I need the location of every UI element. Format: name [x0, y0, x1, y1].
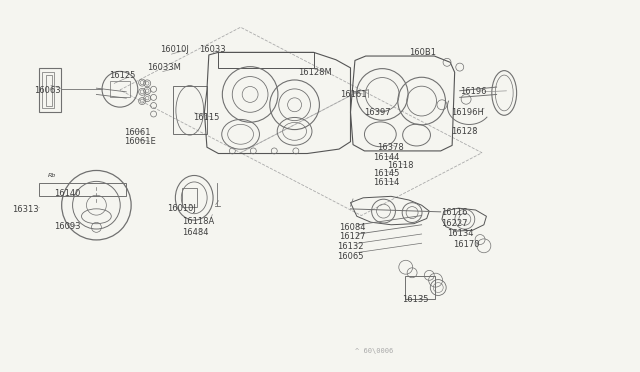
Text: 16061: 16061 [124, 128, 151, 137]
Text: 16033: 16033 [199, 45, 226, 54]
Text: 16128: 16128 [451, 127, 477, 136]
Text: ^ 60\0006: ^ 60\0006 [355, 349, 393, 355]
Text: 16127: 16127 [339, 232, 365, 241]
Text: 16196H: 16196H [451, 108, 484, 117]
Text: 16378: 16378 [377, 143, 404, 152]
Text: 16093: 16093 [54, 222, 81, 231]
Text: 16125: 16125 [109, 71, 136, 80]
Bar [406, 276, 435, 299]
Text: 16144: 16144 [372, 153, 399, 162]
Text: 160B1: 160B1 [409, 48, 436, 57]
Text: 16132: 16132 [337, 242, 364, 251]
Text: 16196: 16196 [460, 87, 486, 96]
Text: 16118A: 16118A [182, 217, 214, 225]
Text: 16128M: 16128M [298, 68, 332, 77]
Bar [39, 68, 61, 112]
Text: 16135: 16135 [403, 295, 429, 304]
Bar [173, 86, 207, 134]
Bar [110, 81, 130, 97]
Text: 16484: 16484 [182, 228, 209, 237]
Text: 16170: 16170 [453, 240, 480, 249]
Text: 16010J: 16010J [168, 203, 196, 213]
Text: 16061E: 16061E [124, 137, 156, 146]
Text: 16065: 16065 [337, 251, 364, 261]
Text: 16063: 16063 [34, 86, 61, 94]
Text: 16313: 16313 [12, 205, 38, 215]
Text: 16115: 16115 [193, 113, 220, 122]
Bar [45, 75, 52, 106]
Text: 16140: 16140 [54, 189, 81, 198]
Text: 16114: 16114 [372, 178, 399, 187]
Text: Rb: Rb [48, 173, 56, 178]
Text: 16116: 16116 [441, 208, 467, 217]
Text: 16010J: 16010J [160, 45, 189, 54]
Text: 16397: 16397 [364, 108, 391, 117]
Bar [42, 72, 54, 108]
Bar [182, 188, 197, 208]
Bar [39, 183, 126, 196]
Text: 16118: 16118 [387, 161, 414, 170]
Text: 16084: 16084 [339, 223, 365, 232]
Text: 16161: 16161 [340, 90, 367, 99]
Text: 16145: 16145 [372, 169, 399, 177]
Text: 16227: 16227 [441, 219, 467, 228]
Text: 16134: 16134 [447, 230, 474, 238]
Bar [218, 52, 314, 68]
Text: 16033M: 16033M [147, 63, 181, 72]
